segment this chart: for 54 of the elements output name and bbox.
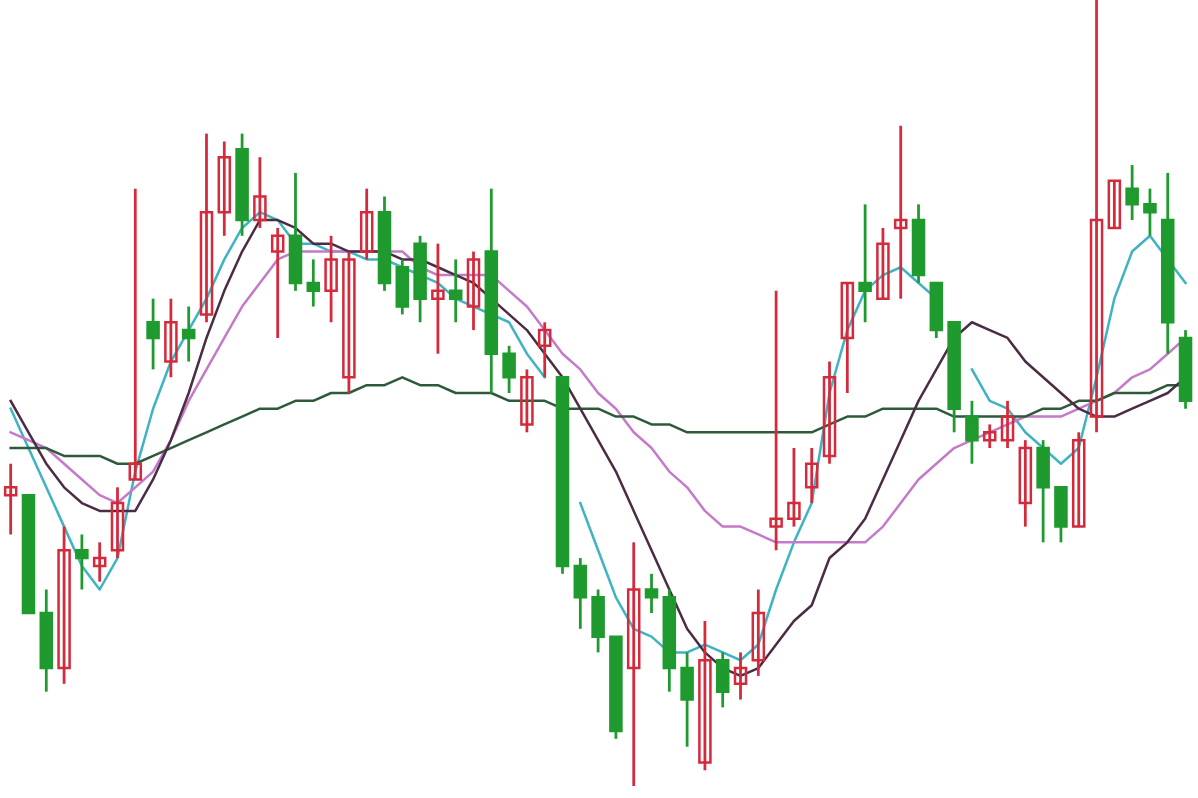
- candlestick: [342, 250, 356, 395]
- candlestick: [1107, 179, 1122, 230]
- candlestick: [537, 320, 552, 379]
- candlestick: [359, 187, 374, 261]
- candlestick: [626, 540, 641, 786]
- candlestick: [573, 556, 588, 631]
- candlestick: [1089, 0, 1104, 434]
- candlestick: [787, 446, 801, 529]
- candlestick: [288, 171, 303, 293]
- candlestick: [1125, 163, 1139, 222]
- candlestick: [876, 226, 890, 301]
- candlestick: [840, 281, 855, 395]
- candlestick: [858, 202, 872, 324]
- candlestick: [448, 257, 463, 324]
- candlestick: [804, 446, 819, 505]
- candlestick: [1036, 438, 1050, 544]
- candlestick: [644, 572, 659, 615]
- candlestick: [92, 540, 107, 584]
- candlestick: [1000, 399, 1015, 450]
- candlestick: [395, 257, 410, 316]
- candlestick: [893, 124, 908, 301]
- candlestick: [733, 650, 748, 701]
- candlestick: [715, 650, 730, 709]
- candlestick: [982, 423, 997, 450]
- candlestick: [822, 360, 837, 466]
- candlestick: [253, 155, 267, 230]
- candlestick: [965, 399, 979, 466]
- candlestick: [929, 281, 944, 340]
- candlestick: [217, 140, 232, 238]
- candlestick: [591, 588, 605, 654]
- candlestick: [698, 619, 712, 772]
- candlestick: [199, 132, 214, 324]
- candlestick: [3, 462, 18, 536]
- candlestick: [110, 485, 125, 560]
- candlestick: [324, 234, 338, 324]
- candlestick: [466, 250, 481, 332]
- candlestick: [769, 289, 783, 552]
- candlestick: [75, 533, 89, 591]
- candlestick: [146, 297, 160, 371]
- candlestick: [1018, 438, 1033, 529]
- candlestick: [751, 588, 766, 678]
- candlestick: [164, 297, 178, 379]
- candlestick: [680, 650, 694, 749]
- candlestick: [128, 187, 143, 481]
- candlestick: [181, 305, 196, 363]
- candlestick: [1143, 187, 1157, 238]
- candlestick: [1054, 485, 1068, 544]
- candlestick: [57, 525, 71, 686]
- candlestick: [502, 344, 516, 395]
- candlestick: [1071, 430, 1086, 529]
- candlestick: [431, 242, 445, 356]
- candlestick: [520, 368, 534, 434]
- candlestick: [270, 226, 285, 340]
- candlestick: [306, 257, 321, 308]
